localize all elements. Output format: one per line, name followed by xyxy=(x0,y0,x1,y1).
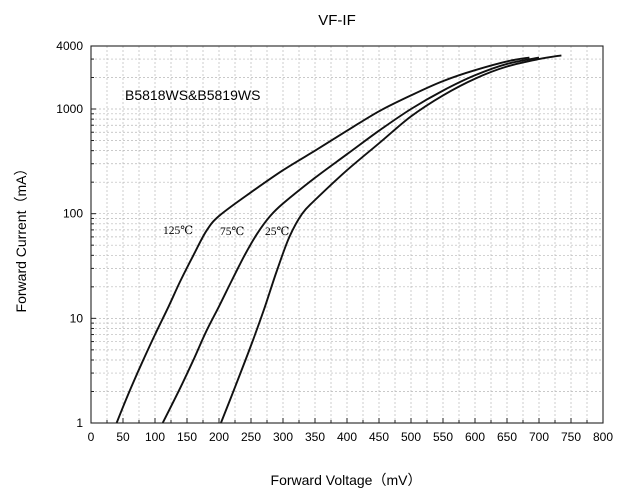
curve-label-125C: 125℃ xyxy=(163,225,193,237)
grid xyxy=(91,46,603,423)
y-tick-label: 100 xyxy=(63,207,83,221)
x-tick-label: 350 xyxy=(305,430,325,444)
curve-25C xyxy=(220,54,562,424)
curves xyxy=(115,54,562,424)
x-tick-label: 450 xyxy=(369,430,389,444)
x-tick-label: 600 xyxy=(465,430,485,444)
x-tick-label: 550 xyxy=(433,430,453,444)
x-tick-label: 300 xyxy=(273,430,293,444)
axis-ticks: 0 50 100 150 200 250 300 350 400 450 500 550 600 650 7… xyxy=(56,39,613,444)
device-annotation: B5818WS&B5819WS xyxy=(125,87,260,103)
x-tick-label: 400 xyxy=(337,430,357,444)
x-tick-label: 50 xyxy=(116,430,130,444)
y-axis-label: Forward Current（mA） xyxy=(13,162,29,313)
x-tick-label: 500 xyxy=(401,430,421,444)
x-tick-label: 250 xyxy=(241,430,261,444)
x-tick-label: 0 xyxy=(88,430,95,444)
curve-75C xyxy=(161,56,540,424)
curve-125C xyxy=(115,56,530,424)
y-tick-label: 10 xyxy=(70,311,84,325)
x-tick-label: 650 xyxy=(497,430,517,444)
y-tick-label: 4000 xyxy=(56,39,83,53)
chart-title: VF-IF xyxy=(318,12,356,29)
x-tick-label: 200 xyxy=(209,430,229,444)
x-tick-label: 150 xyxy=(177,430,197,444)
curve-label-25C: 25℃ xyxy=(265,226,290,238)
x-tick-label: 750 xyxy=(561,430,581,444)
x-axis-label: Forward Voltage（mV） xyxy=(271,472,422,488)
x-tick-label: 800 xyxy=(593,430,613,444)
curve-label-75C: 75℃ xyxy=(220,226,245,238)
x-tick-label: 100 xyxy=(145,430,165,444)
curve-labels: 125℃ 75℃ 25℃ xyxy=(163,225,290,238)
y-tick-label: 1000 xyxy=(56,102,83,116)
y-tick-label: 1 xyxy=(76,416,83,430)
x-tick-label: 700 xyxy=(529,430,549,444)
